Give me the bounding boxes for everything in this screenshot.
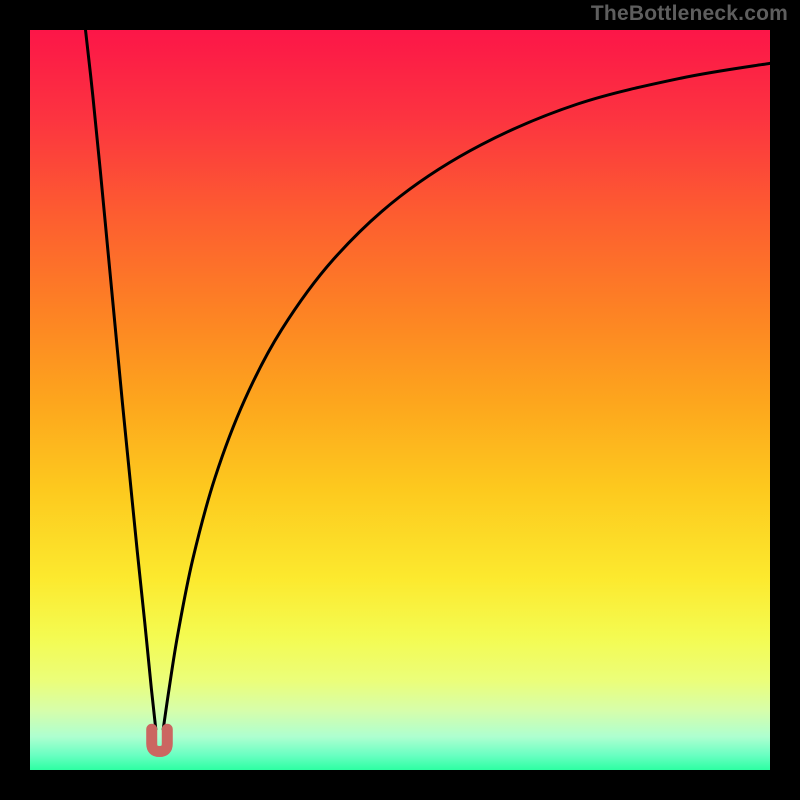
chart-container: TheBottleneck.com	[0, 0, 800, 800]
attribution-text: TheBottleneck.com	[591, 2, 788, 26]
gradient-background	[30, 30, 770, 770]
bottleneck-plot	[0, 0, 800, 800]
